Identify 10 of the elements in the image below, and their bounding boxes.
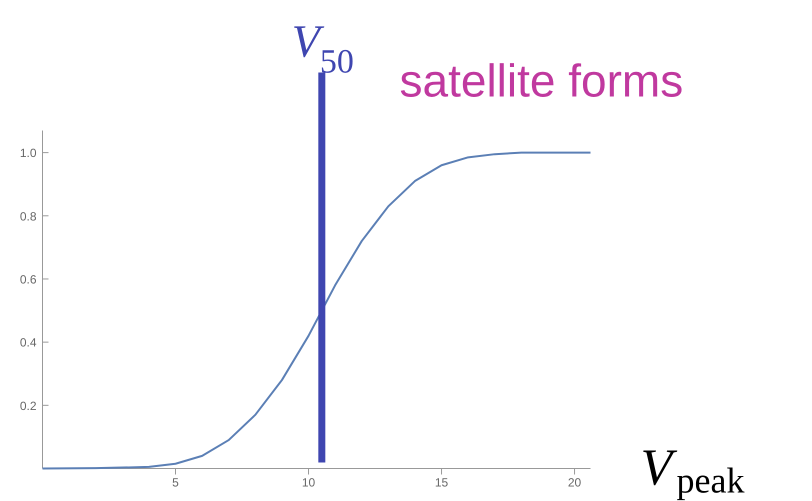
y-tick-label: 0.4 xyxy=(20,336,37,350)
y-tick-label: 0.6 xyxy=(20,272,37,286)
y-tick-label: 0.2 xyxy=(20,398,37,413)
x-tick-label: 20 xyxy=(568,476,582,490)
x-tick-label: 10 xyxy=(302,476,316,490)
x-tick-label: 5 xyxy=(172,476,180,490)
y-tick-label: 0.8 xyxy=(20,209,37,224)
text: satellite forms xyxy=(400,54,684,106)
x-tick-label: 15 xyxy=(434,476,449,490)
y-tick-label: 1.0 xyxy=(20,146,37,160)
